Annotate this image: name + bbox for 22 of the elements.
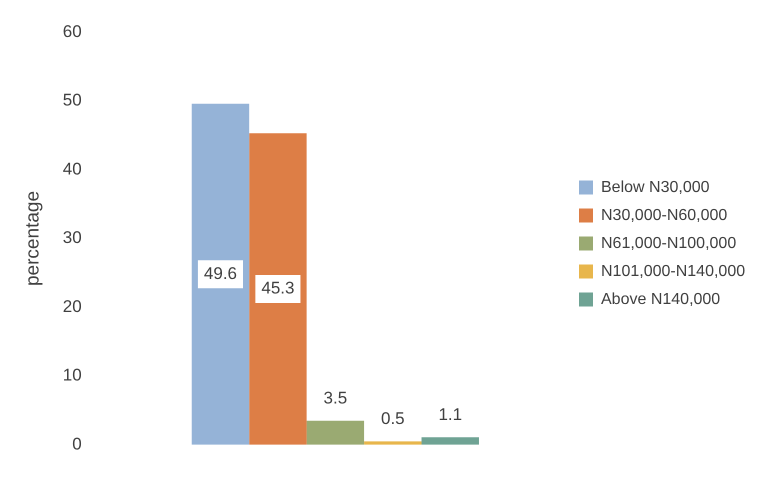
- y-tick-label: 30: [62, 228, 82, 248]
- bar: [249, 133, 307, 445]
- y-tick-label: 20: [62, 296, 82, 316]
- legend-label: N101,000-N140,000: [601, 262, 746, 280]
- legend-label: Below N30,000: [601, 178, 710, 196]
- bar: [422, 437, 479, 445]
- y-tick-label: 10: [62, 366, 82, 385]
- bar: [306, 420, 364, 445]
- legend-label: Above N140,000: [601, 290, 720, 308]
- legend-label: N30,000-N60,000: [601, 206, 728, 224]
- legend-label: N61,000-N100,000: [601, 234, 736, 252]
- data-label: 1.1: [438, 404, 462, 424]
- y-tick-label: 0: [72, 434, 82, 454]
- y-tick-label: 50: [62, 90, 82, 110]
- data-label: 45.3: [261, 278, 294, 298]
- data-label: 49.6: [204, 264, 238, 283]
- data-label: 0.5: [380, 409, 405, 428]
- y-tick-label: 60: [62, 22, 82, 41]
- bar: [192, 104, 250, 445]
- y-tick-label: 40: [62, 159, 82, 178]
- y-axis-title: percentage: [22, 190, 44, 286]
- data-label: 3.5: [324, 388, 348, 408]
